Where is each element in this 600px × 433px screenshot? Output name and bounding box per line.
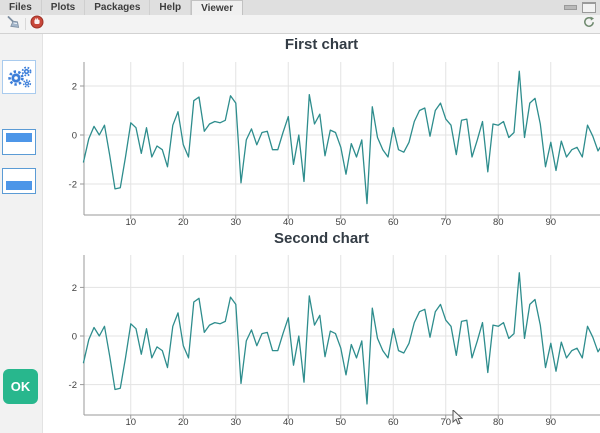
viewer-content: First chart 2 0 -2 10 20 30 40 50 60 70 80 90 Secon… xyxy=(43,34,600,433)
x-tick-label: 80 xyxy=(493,217,504,228)
tab-help[interactable]: Help xyxy=(150,0,192,15)
x-tick-label: 30 xyxy=(230,417,241,428)
viewer-toolbar xyxy=(0,15,600,34)
gears-icon xyxy=(3,66,35,97)
y-tick-label: 2 xyxy=(72,283,77,294)
tab-viewer[interactable]: Viewer xyxy=(191,0,244,16)
second-chart-plot[interactable]: 20-210 20 30 40 50 60 70 80 90 xyxy=(43,250,600,433)
x-tick-label: 90 xyxy=(545,417,556,428)
layout-top-icon xyxy=(6,133,32,142)
refresh-viewer-button[interactable] xyxy=(581,15,596,34)
clear-viewer-button[interactable] xyxy=(5,15,20,34)
x-tick-label: 70 xyxy=(440,417,451,428)
settings-button[interactable] xyxy=(2,60,36,94)
tab-files[interactable]: Files xyxy=(0,0,42,15)
tab-packages[interactable]: Packages xyxy=(85,0,151,15)
maximize-icon[interactable] xyxy=(582,2,596,13)
x-tick-label: 60 xyxy=(388,417,399,428)
toolbar-separator xyxy=(25,18,26,30)
x-tick-label: 50 xyxy=(335,217,346,228)
app-sidebar: OK xyxy=(0,34,43,433)
x-tick-label: 30 xyxy=(230,217,241,228)
y-tick-label: -2 xyxy=(69,180,77,191)
x-tick-label: 40 xyxy=(283,417,294,428)
layout-top-button[interactable] xyxy=(2,129,36,155)
y-tick-label: 2 xyxy=(72,82,77,93)
y-tick-label: 0 xyxy=(72,131,77,142)
x-tick-label: 40 xyxy=(283,217,294,228)
mouse-cursor xyxy=(452,410,464,425)
pane-window-controls xyxy=(564,2,596,13)
x-tick-label: 10 xyxy=(125,417,136,428)
y-tick-label: 0 xyxy=(72,332,77,343)
layout-bottom-icon xyxy=(6,181,32,190)
x-tick-label: 20 xyxy=(178,217,189,228)
layout-bottom-button[interactable] xyxy=(2,168,36,194)
broom-icon xyxy=(6,15,20,34)
x-tick-label: 90 xyxy=(545,217,556,228)
chart-title-first: First chart xyxy=(284,36,359,53)
stop-app-button[interactable] xyxy=(29,15,44,34)
x-tick-label: 60 xyxy=(388,217,399,228)
line-series xyxy=(82,70,600,205)
first-chart-plot[interactable]: 20-210 20 30 40 50 60 70 80 90 xyxy=(43,56,600,230)
y-tick-label: -2 xyxy=(69,380,77,391)
line-series xyxy=(82,272,600,405)
tab-plots[interactable]: Plots xyxy=(42,0,86,15)
pane-tabbar: Files Plots Packages Help Viewer xyxy=(0,0,600,16)
stop-icon xyxy=(30,15,44,34)
x-tick-label: 50 xyxy=(335,417,346,428)
refresh-icon xyxy=(582,15,596,34)
x-tick-label: 10 xyxy=(125,217,136,228)
x-tick-label: 80 xyxy=(493,417,504,428)
ok-button[interactable]: OK xyxy=(3,369,38,404)
minimize-icon[interactable] xyxy=(564,5,577,10)
x-tick-label: 70 xyxy=(440,217,451,228)
x-tick-label: 20 xyxy=(178,417,189,428)
chart-title-second: Second chart xyxy=(273,230,370,247)
